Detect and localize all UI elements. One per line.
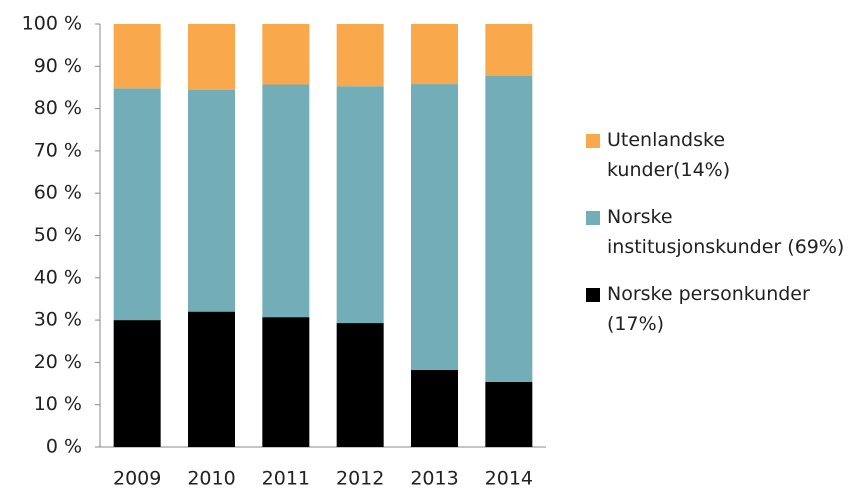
bar-segment: [485, 76, 533, 382]
bar-segment: [262, 317, 310, 447]
x-tick-label: 2012: [336, 468, 384, 490]
bar-segment: [336, 86, 384, 324]
bar-segment: [411, 24, 458, 85]
bar-segment: [485, 381, 533, 447]
y-tick-label: 0 %: [46, 436, 82, 458]
bar-segment: [113, 88, 161, 321]
legend-swatch: [586, 134, 600, 148]
y-tick-label: 50 %: [34, 224, 82, 246]
bar-segment: [485, 24, 533, 77]
bar-segment: [336, 323, 384, 447]
x-tick-label: 2010: [187, 468, 235, 490]
bar-segment: [188, 311, 235, 447]
bar-segment: [411, 84, 458, 371]
bar-segment: [188, 24, 235, 90]
y-tick-label: 20 %: [34, 351, 82, 373]
x-tick-label: 2009: [113, 468, 161, 490]
bar-segment: [188, 89, 235, 312]
y-tick-label: 10 %: [34, 393, 82, 415]
y-tick-label: 30 %: [34, 309, 82, 331]
y-tick-label: 60 %: [34, 182, 82, 204]
bar-segment: [113, 320, 161, 447]
x-tick-label: 2014: [485, 468, 533, 490]
bar-segment: [411, 370, 458, 447]
bar-segment: [336, 24, 384, 87]
legend-label: Norske institusjonskunder (69%): [607, 206, 845, 258]
legend-label: Utenlandske kunder(14%): [607, 129, 731, 181]
y-tick-label: 100 %: [22, 13, 82, 35]
y-tick-label: 90 %: [34, 55, 82, 77]
legend-label: Norske personkunder (17%): [607, 283, 810, 335]
legend-swatch: [586, 288, 600, 302]
y-tick-label: 70 %: [34, 139, 82, 161]
legend-swatch: [586, 211, 600, 225]
bar-segment: [113, 24, 161, 89]
y-tick-label: 80 %: [34, 97, 82, 119]
bar-segment: [262, 84, 310, 318]
bar-segment: [262, 24, 310, 85]
x-tick-label: 2013: [410, 468, 458, 490]
y-tick-label: 40 %: [34, 266, 82, 288]
x-tick-label: 2011: [262, 468, 310, 490]
